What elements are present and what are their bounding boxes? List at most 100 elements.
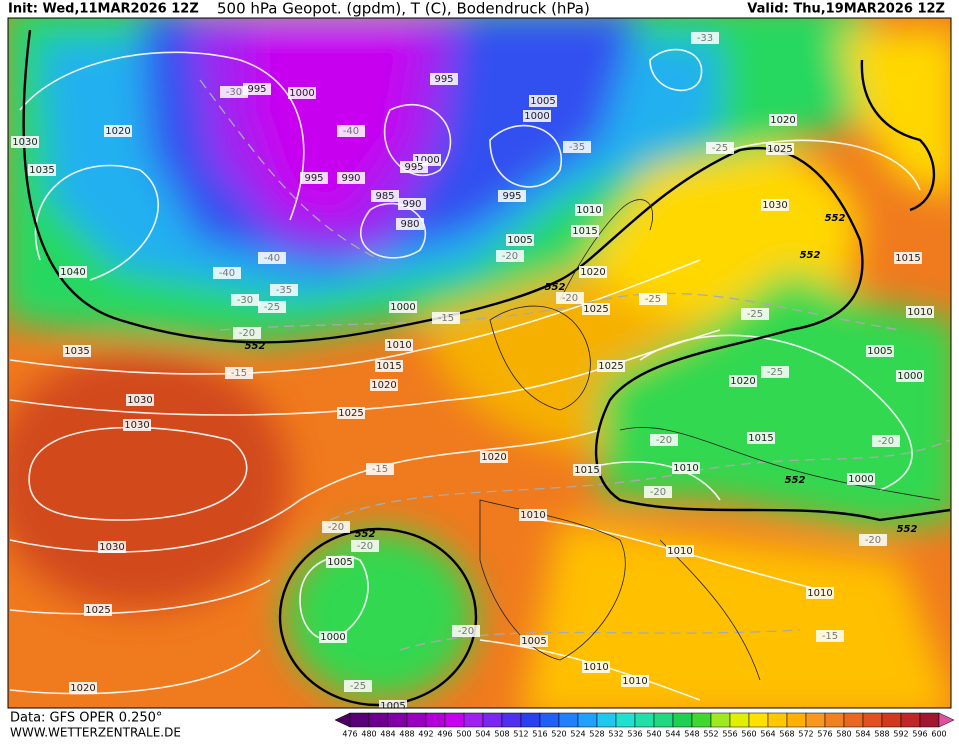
pressure-label-box xyxy=(375,360,403,372)
height-552-line xyxy=(22,29,951,707)
height-label: 552 xyxy=(545,282,566,293)
temperature-label-box xyxy=(213,267,241,279)
temperature-label-box xyxy=(220,86,248,98)
temperature-label: -20 xyxy=(656,435,672,446)
pressure-label-box xyxy=(766,143,794,155)
temperature-label: -35 xyxy=(276,285,292,296)
pressure-label: 1000 xyxy=(289,88,314,99)
colorbar-label: 560 xyxy=(741,730,756,739)
pressure-label: 1030 xyxy=(127,395,152,406)
temperature-label-box xyxy=(344,680,372,692)
pressure-label: 1025 xyxy=(338,408,363,419)
temperature-label: -30 xyxy=(226,87,242,98)
pressure-label: 1005 xyxy=(521,636,546,647)
pressure-label: 1020 xyxy=(730,376,755,387)
pressure-label: 1025 xyxy=(598,361,623,372)
temperature-label: -33 xyxy=(697,33,713,44)
colorbar-label: 540 xyxy=(646,730,661,739)
temperature-label: -20 xyxy=(878,436,894,447)
colorbar-swatch xyxy=(577,712,598,728)
temperature-label: -40 xyxy=(343,126,359,137)
colorbar-swatch xyxy=(767,712,788,728)
pressure-label-box xyxy=(480,451,508,463)
pressure-label: 1005 xyxy=(380,701,405,712)
pressure-label: 1010 xyxy=(673,463,698,474)
height-label: 552 xyxy=(785,475,806,486)
colorbar-swatch xyxy=(444,712,465,728)
temperature-label: -25 xyxy=(747,309,763,320)
colorbar-swatch xyxy=(691,712,712,728)
pressure-label: 1015 xyxy=(895,253,920,264)
pressure-label: 1025 xyxy=(583,304,608,315)
pressure-label-box xyxy=(519,509,547,521)
colorbar-label: 476 xyxy=(342,730,357,739)
pressure-label-box xyxy=(326,556,354,568)
pressure-label: 1040 xyxy=(60,267,85,278)
colorbar-swatch xyxy=(900,712,921,728)
pressure-label: 1015 xyxy=(572,226,597,237)
pressure-label: 1010 xyxy=(576,205,601,216)
pressure-label-box xyxy=(400,161,428,173)
pressure-label: 1025 xyxy=(85,605,110,616)
temperature-label-box xyxy=(225,367,253,379)
pressure-label-box xyxy=(126,394,154,406)
pressure-label: 1010 xyxy=(520,510,545,521)
temperature-label-box xyxy=(691,32,719,44)
colorbar-label: 532 xyxy=(608,730,623,739)
pressure-label-box xyxy=(11,136,39,148)
colorbar-swatch xyxy=(786,712,807,728)
website: WWW.WETTERZENTRALE.DE xyxy=(10,726,181,740)
pressure-label-box xyxy=(337,172,365,184)
temperature-label-box xyxy=(816,630,844,642)
colorbar-swatch xyxy=(653,712,674,728)
temperature-label-box xyxy=(872,435,900,447)
pressure-label-box xyxy=(582,303,610,315)
pressure-label-box xyxy=(761,199,789,211)
colorbar-label: 596 xyxy=(912,730,927,739)
colorbar-label: 524 xyxy=(570,730,585,739)
pressure-label-box xyxy=(370,379,398,391)
colorbar-label: 592 xyxy=(893,730,908,739)
temperature-label-box xyxy=(644,486,672,498)
colorbar-label: 516 xyxy=(532,730,547,739)
pressure-label: 1000 xyxy=(524,111,549,122)
pressure-label-box xyxy=(371,190,399,202)
colorbar-swatch xyxy=(919,712,940,728)
pressure-label-box xyxy=(59,266,87,278)
colorbar-swatch xyxy=(368,712,389,728)
temperature-label: -40 xyxy=(219,268,235,279)
pressure-label-box xyxy=(288,87,316,99)
pressure-label: 1000 xyxy=(414,155,439,166)
pressure-label: 1000 xyxy=(320,632,345,643)
pressure-label: 1030 xyxy=(12,137,37,148)
colorbar-arrow-high xyxy=(938,712,955,728)
pressure-label: 1010 xyxy=(667,546,692,557)
coastlines xyxy=(479,199,941,681)
pressure-label-box xyxy=(896,370,924,382)
temperature-label-box xyxy=(231,294,259,306)
temperature-label: -25 xyxy=(645,294,661,305)
pressure-label: 1020 xyxy=(770,115,795,126)
pressure-label: 1010 xyxy=(622,676,647,687)
height-label: 552 xyxy=(355,529,376,540)
pressure-label: 1020 xyxy=(371,380,396,391)
pressure-label: 1030 xyxy=(762,200,787,211)
colorbar-swatch xyxy=(748,712,769,728)
colorbar-swatch xyxy=(539,712,560,728)
temperature-label-box xyxy=(761,366,789,378)
colorbar-swatch xyxy=(710,712,731,728)
colorbar-label: 512 xyxy=(513,730,528,739)
pressure-label-box xyxy=(582,661,610,673)
temperature-label: -20 xyxy=(357,541,373,552)
temperature-label-box xyxy=(639,293,667,305)
pressure-label-box xyxy=(396,218,424,230)
temperature-label: -40 xyxy=(264,253,280,264)
colorbar-label: 528 xyxy=(589,730,604,739)
pressure-label: 1015 xyxy=(748,433,773,444)
pressure-label: 1010 xyxy=(386,340,411,351)
colorbar-swatch xyxy=(843,712,864,728)
temperature-label-box xyxy=(258,301,286,313)
colorbar-label: 568 xyxy=(779,730,794,739)
pressure-label-box xyxy=(28,164,56,176)
